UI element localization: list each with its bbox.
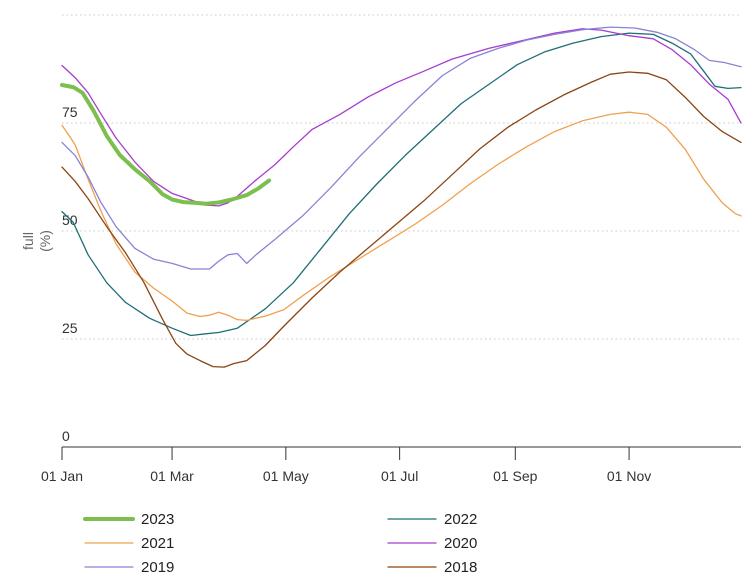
x-tick-label: 01 Nov [607,468,651,484]
legend-label-2018: 2018 [444,559,477,576]
series-line-2022 [61,32,742,337]
legend-label-2020: 2020 [444,535,477,552]
x-tick-label: 01 Jul [381,468,418,484]
gridlines [62,14,741,340]
legend-label-2019: 2019 [141,559,174,576]
y-tick-label-75: 75 [62,104,78,120]
legend-label-2022: 2022 [444,511,477,528]
x-tick-label: 01 Mar [150,468,194,484]
series-line-2023 [60,83,272,206]
x-tick-label: 01 May [263,468,309,484]
x-tick-label: 01 Jan [41,468,83,484]
y-axis-title-line1: full [20,232,36,250]
y-tick-label-0: 0 [62,428,70,444]
y-tick-label-25: 25 [62,320,78,336]
x-tick-label: 01 Sep [493,468,538,484]
data-series [60,26,742,368]
y-axis-title: full (%) [20,230,53,252]
series-line-2019 [61,26,742,270]
legend-label-2021: 2021 [141,535,174,552]
series-line-2020 [61,28,742,207]
x-axis-ticks: 01 Jan 01 Mar 01 May 01 Jul 01 Sep 01 Nov [41,447,651,484]
y-axis-title-line2: (%) [37,230,53,252]
series-line-2021 [61,111,742,322]
series-line-2018 [61,71,742,368]
legend-label-2023: 2023 [141,511,174,528]
legend: 2023 2022 2021 2020 2019 2018 [83,511,477,576]
